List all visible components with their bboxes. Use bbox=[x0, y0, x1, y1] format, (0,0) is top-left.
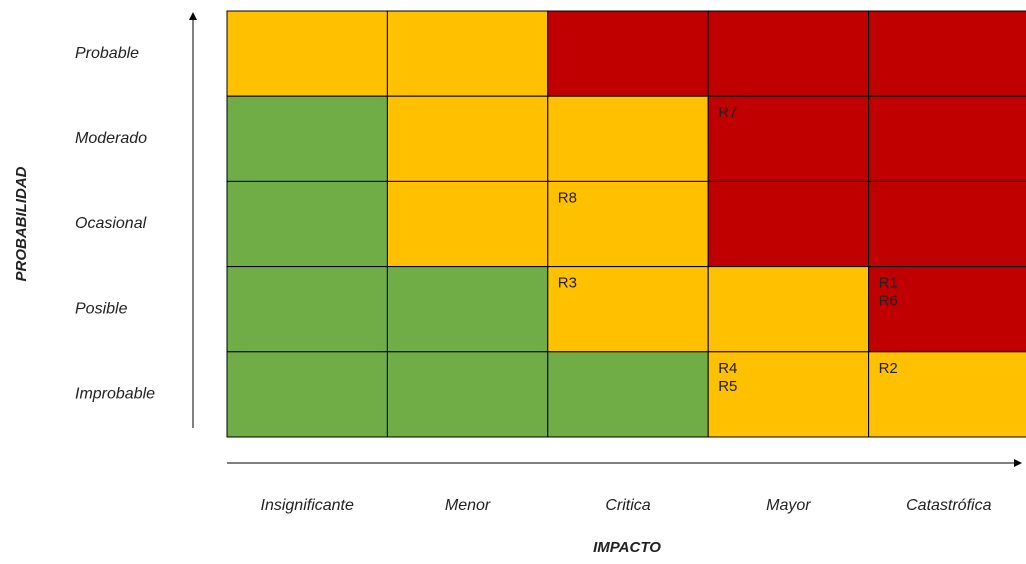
cell bbox=[707, 95, 870, 182]
cell bbox=[226, 180, 388, 268]
row-label: Probable bbox=[75, 45, 139, 62]
cell bbox=[868, 10, 1026, 97]
column-label: Menor bbox=[445, 497, 491, 514]
cell bbox=[386, 266, 549, 353]
cell bbox=[547, 95, 709, 182]
risk-label: R6 bbox=[879, 293, 898, 310]
cell bbox=[226, 351, 388, 438]
column-label: Critica bbox=[605, 497, 650, 514]
row-label: Improbable bbox=[75, 386, 155, 403]
cell bbox=[386, 180, 549, 268]
cell bbox=[386, 10, 549, 97]
cell bbox=[707, 10, 870, 97]
cell bbox=[386, 351, 549, 438]
cell bbox=[868, 351, 1026, 438]
risk-label: R3 bbox=[558, 275, 577, 292]
cell bbox=[386, 95, 549, 182]
cell bbox=[868, 180, 1026, 268]
cell bbox=[226, 95, 388, 182]
y-axis-label: PROBABILIDAD bbox=[13, 166, 30, 281]
risk-label: R7 bbox=[718, 104, 737, 121]
risk-label: R2 bbox=[879, 360, 898, 377]
cell bbox=[547, 266, 709, 353]
cell bbox=[226, 266, 388, 353]
column-label: Insignificante bbox=[261, 497, 354, 514]
risk-label: R4 bbox=[718, 360, 737, 377]
cell bbox=[226, 10, 388, 97]
x-axis-label: IMPACTO bbox=[593, 539, 661, 556]
cell bbox=[547, 351, 709, 438]
risk-label: R8 bbox=[558, 189, 577, 206]
cell bbox=[547, 10, 709, 97]
cell bbox=[868, 95, 1026, 182]
column-label: Catastrófica bbox=[906, 497, 991, 514]
cell bbox=[707, 266, 870, 353]
risk-label: R1 bbox=[879, 275, 898, 292]
risk-label: R5 bbox=[718, 378, 737, 395]
cell bbox=[707, 180, 870, 268]
cell bbox=[868, 266, 1026, 353]
row-label: Ocasional bbox=[75, 215, 147, 232]
row-label: Moderado bbox=[75, 130, 147, 147]
cell bbox=[707, 351, 870, 438]
cell bbox=[547, 180, 709, 268]
column-label: Mayor bbox=[766, 497, 811, 514]
row-label: Posible bbox=[75, 300, 128, 317]
